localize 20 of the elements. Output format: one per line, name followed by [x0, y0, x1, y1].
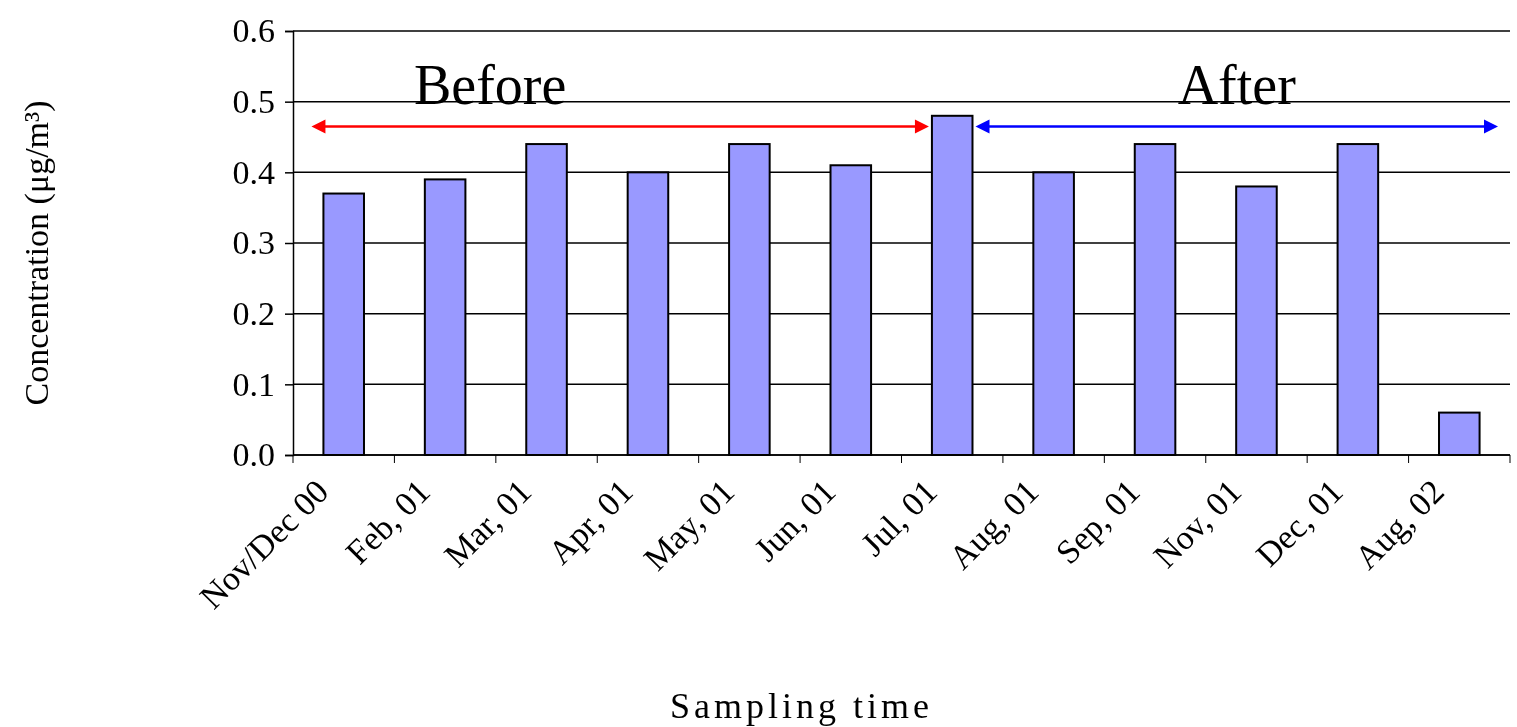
y-tick-label: 0.4: [232, 153, 275, 191]
y-tick-label: 0.5: [232, 83, 275, 121]
y-tick-label: 0.6: [232, 12, 275, 50]
x-tick-label: Dec, 01: [1248, 472, 1350, 574]
x-tick-label: Jul, 01: [853, 472, 944, 563]
x-tick-label: Aug, 01: [941, 472, 1046, 577]
x-tick-label: Sep, 01: [1048, 472, 1147, 571]
y-tick-label: 0.1: [232, 365, 275, 403]
y-axis-title: Concentration (μg/m³): [18, 100, 56, 406]
annotation: Before: [414, 54, 567, 117]
x-tick-label: Aug, 02: [1347, 472, 1452, 577]
y-tick-label: 0.0: [232, 436, 275, 474]
x-tick-label: Jun, 01: [746, 472, 843, 569]
x-tick-label: Mar, 01: [436, 472, 539, 574]
y-tick-label: 0.2: [232, 295, 275, 333]
y-tick-label: 0.3: [232, 224, 275, 262]
x-tick-label: Feb, 01: [338, 472, 437, 571]
x-tick-label: Nov, 01: [1146, 472, 1249, 575]
x-axis-title: Sampling time: [670, 686, 933, 726]
annotation: After: [1177, 54, 1297, 117]
